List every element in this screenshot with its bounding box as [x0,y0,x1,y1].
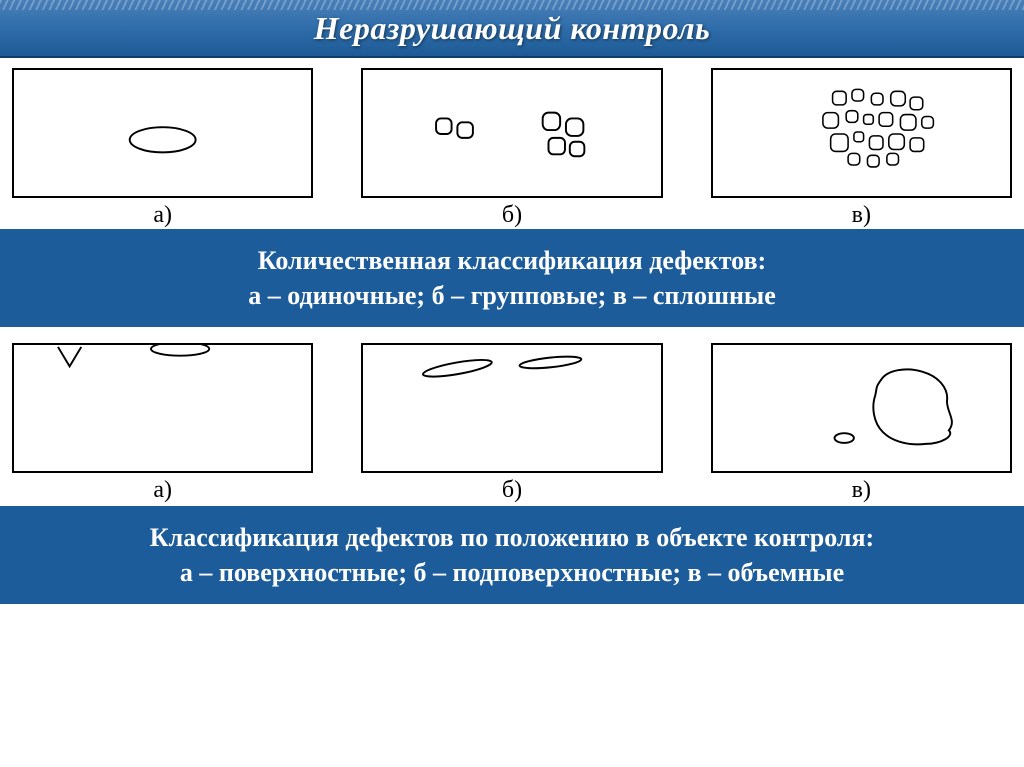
caption2-line1: Классификация дефектов по положению в об… [20,520,1004,555]
panel-1b-wrap: б) [361,68,662,229]
panel-1b-label: б) [502,202,522,229]
panel-2a-svg [14,345,311,471]
panel-1a-svg [14,70,311,196]
panel-2a-wrap: а) [12,343,313,504]
caption-band-2: Классификация дефектов по положению в об… [0,506,1024,604]
caption2-line2: а – поверхностные; б – подповерхностные;… [20,555,1004,590]
panel-2c-wrap: в) [711,343,1012,504]
diagram-row-1: а) б) [0,58,1024,229]
panel-2a [12,343,313,473]
caption1-line1: Количественная классификация дефектов: [20,243,1004,278]
panel-2a-label: а) [153,477,172,504]
panel-1c-label: в) [852,202,871,229]
slide-title: Неразрушающий контроль [314,10,711,47]
panel-1b [361,68,662,198]
panel-2b-label: б) [502,477,522,504]
diagram-row-2: а) б) в) [0,327,1024,504]
panel-1c-svg [713,70,1010,196]
panel-1a [12,68,313,198]
panel-1c [711,68,1012,198]
panel-2b-wrap: б) [361,343,662,504]
panel-1c-wrap: в) [711,68,1012,229]
panel-1a-label: а) [153,202,172,229]
panel-2c-label: в) [852,477,871,504]
panel-1a-wrap: а) [12,68,313,229]
panel-2b [361,343,662,473]
panel-2b-svg [363,345,660,471]
caption-band-1: Количественная классификация дефектов: а… [0,229,1024,327]
panel-2c-svg [713,345,1010,471]
caption1-line2: а – одиночные; б – групповые; в – сплошн… [20,278,1004,313]
panel-2c [711,343,1012,473]
slide-header: Неразрушающий контроль [0,0,1024,58]
panel-1b-svg [363,70,660,196]
